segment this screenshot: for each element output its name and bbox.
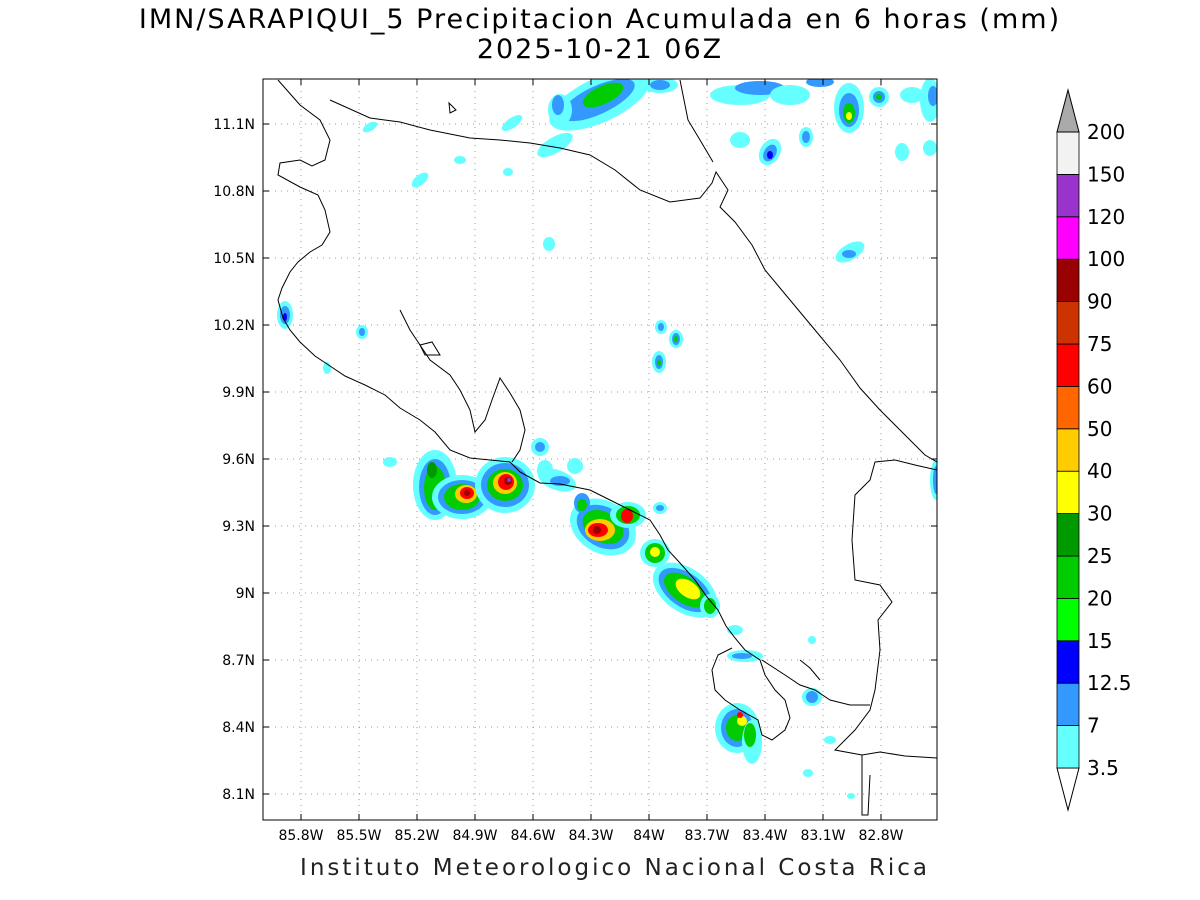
colorbar-label: 100	[1087, 247, 1125, 271]
lon-tick-label: 85.5W	[336, 828, 381, 844]
plot-frame	[262, 78, 938, 821]
colorbar-swatch	[1056, 301, 1080, 345]
lon-tick-label: 83.7W	[684, 828, 729, 844]
lon-tick-label: 84.3W	[568, 828, 613, 844]
colorbar-label: 50	[1087, 417, 1112, 441]
colorbar-label: 150	[1087, 162, 1125, 186]
lon-tick-label: 84W	[633, 828, 665, 844]
colorbar-label: 40	[1087, 459, 1112, 483]
colorbar-label: 3.5	[1087, 756, 1119, 780]
colorbar-swatch	[1056, 343, 1080, 387]
colorbar-label: 90	[1087, 290, 1112, 314]
colorbar-swatch	[1056, 258, 1080, 303]
colorbar-swatch	[1056, 385, 1080, 430]
lat-tick-label: 9N	[236, 586, 255, 602]
colorbar-label: 30	[1087, 502, 1112, 526]
colorbar-swatch	[1056, 131, 1080, 175]
lat-tick-label: 9.9N	[222, 385, 255, 401]
colorbar-label: 75	[1087, 332, 1112, 356]
colorbar-over-triangle	[1056, 88, 1080, 133]
map-title: IMN/SARAPIQUI_5 Precipitacion Acumulada …	[138, 4, 1062, 35]
colorbar-legend: 3.5 7 12.5 15 20 25 30 40 50 60 75 90 100 120 150 200	[1056, 88, 1132, 812]
lon-tick-label: 85.2W	[394, 828, 439, 844]
map-grid	[263, 79, 937, 820]
colorbar-label: 120	[1087, 205, 1125, 229]
coastlines	[277, 79, 937, 816]
colorbar-swatch	[1056, 598, 1080, 642]
colorbar-label: 20	[1087, 586, 1112, 610]
colorbar-under-triangle	[1056, 767, 1080, 812]
colorbar-label: 60	[1087, 374, 1112, 398]
map-axes: 85.8W 85.5W 85.2W 84.9W 84.6W 84.3W 84W 83.7W 83…	[213, 79, 937, 844]
lat-tick-label: 8.4N	[222, 720, 255, 736]
lat-tick-label: 10.5N	[213, 251, 255, 267]
colorbar-label: 25	[1087, 544, 1112, 568]
colorbar-swatch	[1056, 513, 1080, 557]
lat-tick-label: 10.2N	[213, 318, 255, 334]
lon-tick-label: 84.9W	[452, 828, 497, 844]
colorbar-swatch	[1056, 682, 1080, 727]
footer-credit: Instituto Meteorologico Nacional Costa R…	[300, 855, 930, 881]
lon-tick-label: 84.6W	[510, 828, 555, 844]
colorbar-swatch	[1056, 640, 1080, 684]
colorbar-swatch	[1056, 173, 1080, 218]
lat-tick-label: 11.1N	[213, 117, 255, 133]
colorbar-swatch	[1056, 555, 1080, 599]
lat-tick-label: 9.6N	[222, 452, 255, 468]
lon-tick-label: 83.4W	[742, 828, 787, 844]
colorbar-swatch	[1056, 470, 1080, 515]
colorbar-label: 200	[1087, 120, 1125, 144]
colorbar-swatch	[1056, 216, 1080, 260]
lon-tick-label: 85.8W	[278, 828, 323, 844]
lat-tick-label: 9.3N	[222, 519, 255, 535]
precip-field	[277, 79, 937, 799]
lat-tick-label: 8.1N	[222, 787, 255, 803]
lat-tick-label: 8.7N	[222, 653, 255, 669]
colorbar-label: 7	[1087, 714, 1100, 738]
colorbar-label: 12.5	[1087, 671, 1132, 695]
map-datetime: 2025-10-21 06Z	[476, 34, 724, 65]
lat-tick-label: 10.8N	[213, 184, 255, 200]
colorbar-swatch	[1056, 428, 1080, 472]
colorbar-label: 15	[1087, 629, 1112, 653]
lon-tick-label: 82.8W	[858, 828, 903, 844]
lon-tick-label: 83.1W	[800, 828, 845, 844]
colorbar-swatch	[1056, 725, 1080, 769]
